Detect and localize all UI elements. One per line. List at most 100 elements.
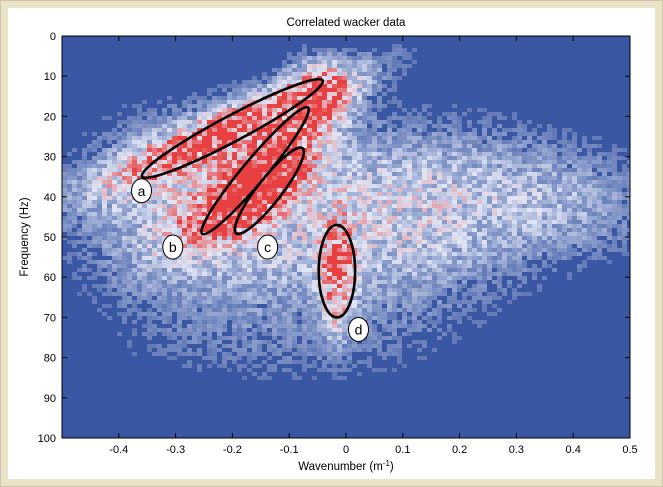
heatmap-cell [462,268,467,272]
heatmap-cell [182,260,187,264]
heatmap-cell [407,260,412,264]
heatmap-cell [292,212,297,216]
heatmap-cell [537,204,542,208]
heatmap-cell [282,176,287,180]
heatmap-cell [207,196,212,200]
heatmap-cell [547,188,552,192]
heatmap-cell [547,156,552,160]
heatmap-cell [307,224,312,228]
heatmap-cell [507,248,512,252]
heatmap-cell [292,68,297,72]
heatmap-cell [382,52,387,56]
heatmap-cell [227,220,232,224]
heatmap-cell [592,196,597,200]
heatmap-cell [317,64,322,68]
heatmap-cell [267,176,272,180]
heatmap-cell [372,268,377,272]
heatmap-cell [182,196,187,200]
heatmap-cell [492,140,497,144]
heatmap-cell [562,188,567,192]
heatmap-cell [252,272,257,276]
heatmap-cell [407,248,412,252]
heatmap-cell [497,288,502,292]
heatmap-cell [227,136,232,140]
heatmap-cell [577,220,582,224]
heatmap-cell [452,240,457,244]
heatmap-cell [547,212,552,216]
heatmap-cell [482,208,487,212]
heatmap-cell [197,248,202,252]
heatmap-cell [137,220,142,224]
heatmap-cell [207,120,212,124]
heatmap-cell [547,136,552,140]
heatmap-cell [227,276,232,280]
heatmap-cell [527,200,532,204]
heatmap-cell [167,172,172,176]
heatmap-cell [252,116,257,120]
heatmap-cell [132,232,137,236]
heatmap-cell [247,240,252,244]
heatmap-cell [307,76,312,80]
heatmap-cell [247,92,252,96]
heatmap-cell [152,260,157,264]
heatmap-cell [282,244,287,248]
heatmap-cell [432,204,437,208]
heatmap-cell [442,280,447,284]
heatmap-cell [302,248,307,252]
heatmap-cell [477,220,482,224]
heatmap-cell [482,248,487,252]
heatmap-cell [507,188,512,192]
heatmap-cell [382,184,387,188]
heatmap-cell [92,236,97,240]
heatmap-cell [287,208,292,212]
heatmap-cell [337,260,342,264]
heatmap-cell [202,108,207,112]
heatmap-cell [427,220,432,224]
heatmap-cell [402,184,407,188]
heatmap-cell [562,240,567,244]
heatmap-cell [382,272,387,276]
heatmap-cell [392,152,397,156]
heatmap-cell [497,112,502,116]
heatmap-cell [587,244,592,248]
heatmap-cell [227,236,232,240]
heatmap-cell [302,92,307,96]
heatmap-cell [162,264,167,268]
heatmap-cell [517,260,522,264]
heatmap-cell [387,188,392,192]
heatmap-cell [167,140,172,144]
heatmap-cell [127,136,132,140]
heatmap-cell [307,268,312,272]
heatmap-cell [612,152,617,156]
heatmap-cell [612,236,617,240]
heatmap-cell [297,236,302,240]
heatmap-cell [352,228,357,232]
heatmap-cell [317,156,322,160]
heatmap-cell [317,116,322,120]
heatmap-cell [532,144,537,148]
heatmap-cell [202,136,207,140]
heatmap-cell [512,252,517,256]
heatmap-cell [322,108,327,112]
heatmap-cell [392,116,397,120]
heatmap-cell [207,92,212,96]
heatmap-cell [622,204,627,208]
heatmap-cell [477,244,482,248]
heatmap-cell [527,156,532,160]
heatmap-cell [112,128,117,132]
heatmap-cell [302,68,307,72]
heatmap-cell [277,216,282,220]
heatmap-cell [117,176,122,180]
heatmap-cell [117,120,122,124]
heatmap-cell [187,124,192,128]
heatmap-cell [137,240,142,244]
heatmap-cell [172,208,177,212]
heatmap-cell [372,104,377,108]
heatmap-cell [172,176,177,180]
heatmap-cell [207,100,212,104]
heatmap-cell [202,124,207,128]
heatmap-cell [292,184,297,188]
heatmap-cell [612,212,617,216]
heatmap-cell [307,60,312,64]
heatmap-cell [182,264,187,268]
